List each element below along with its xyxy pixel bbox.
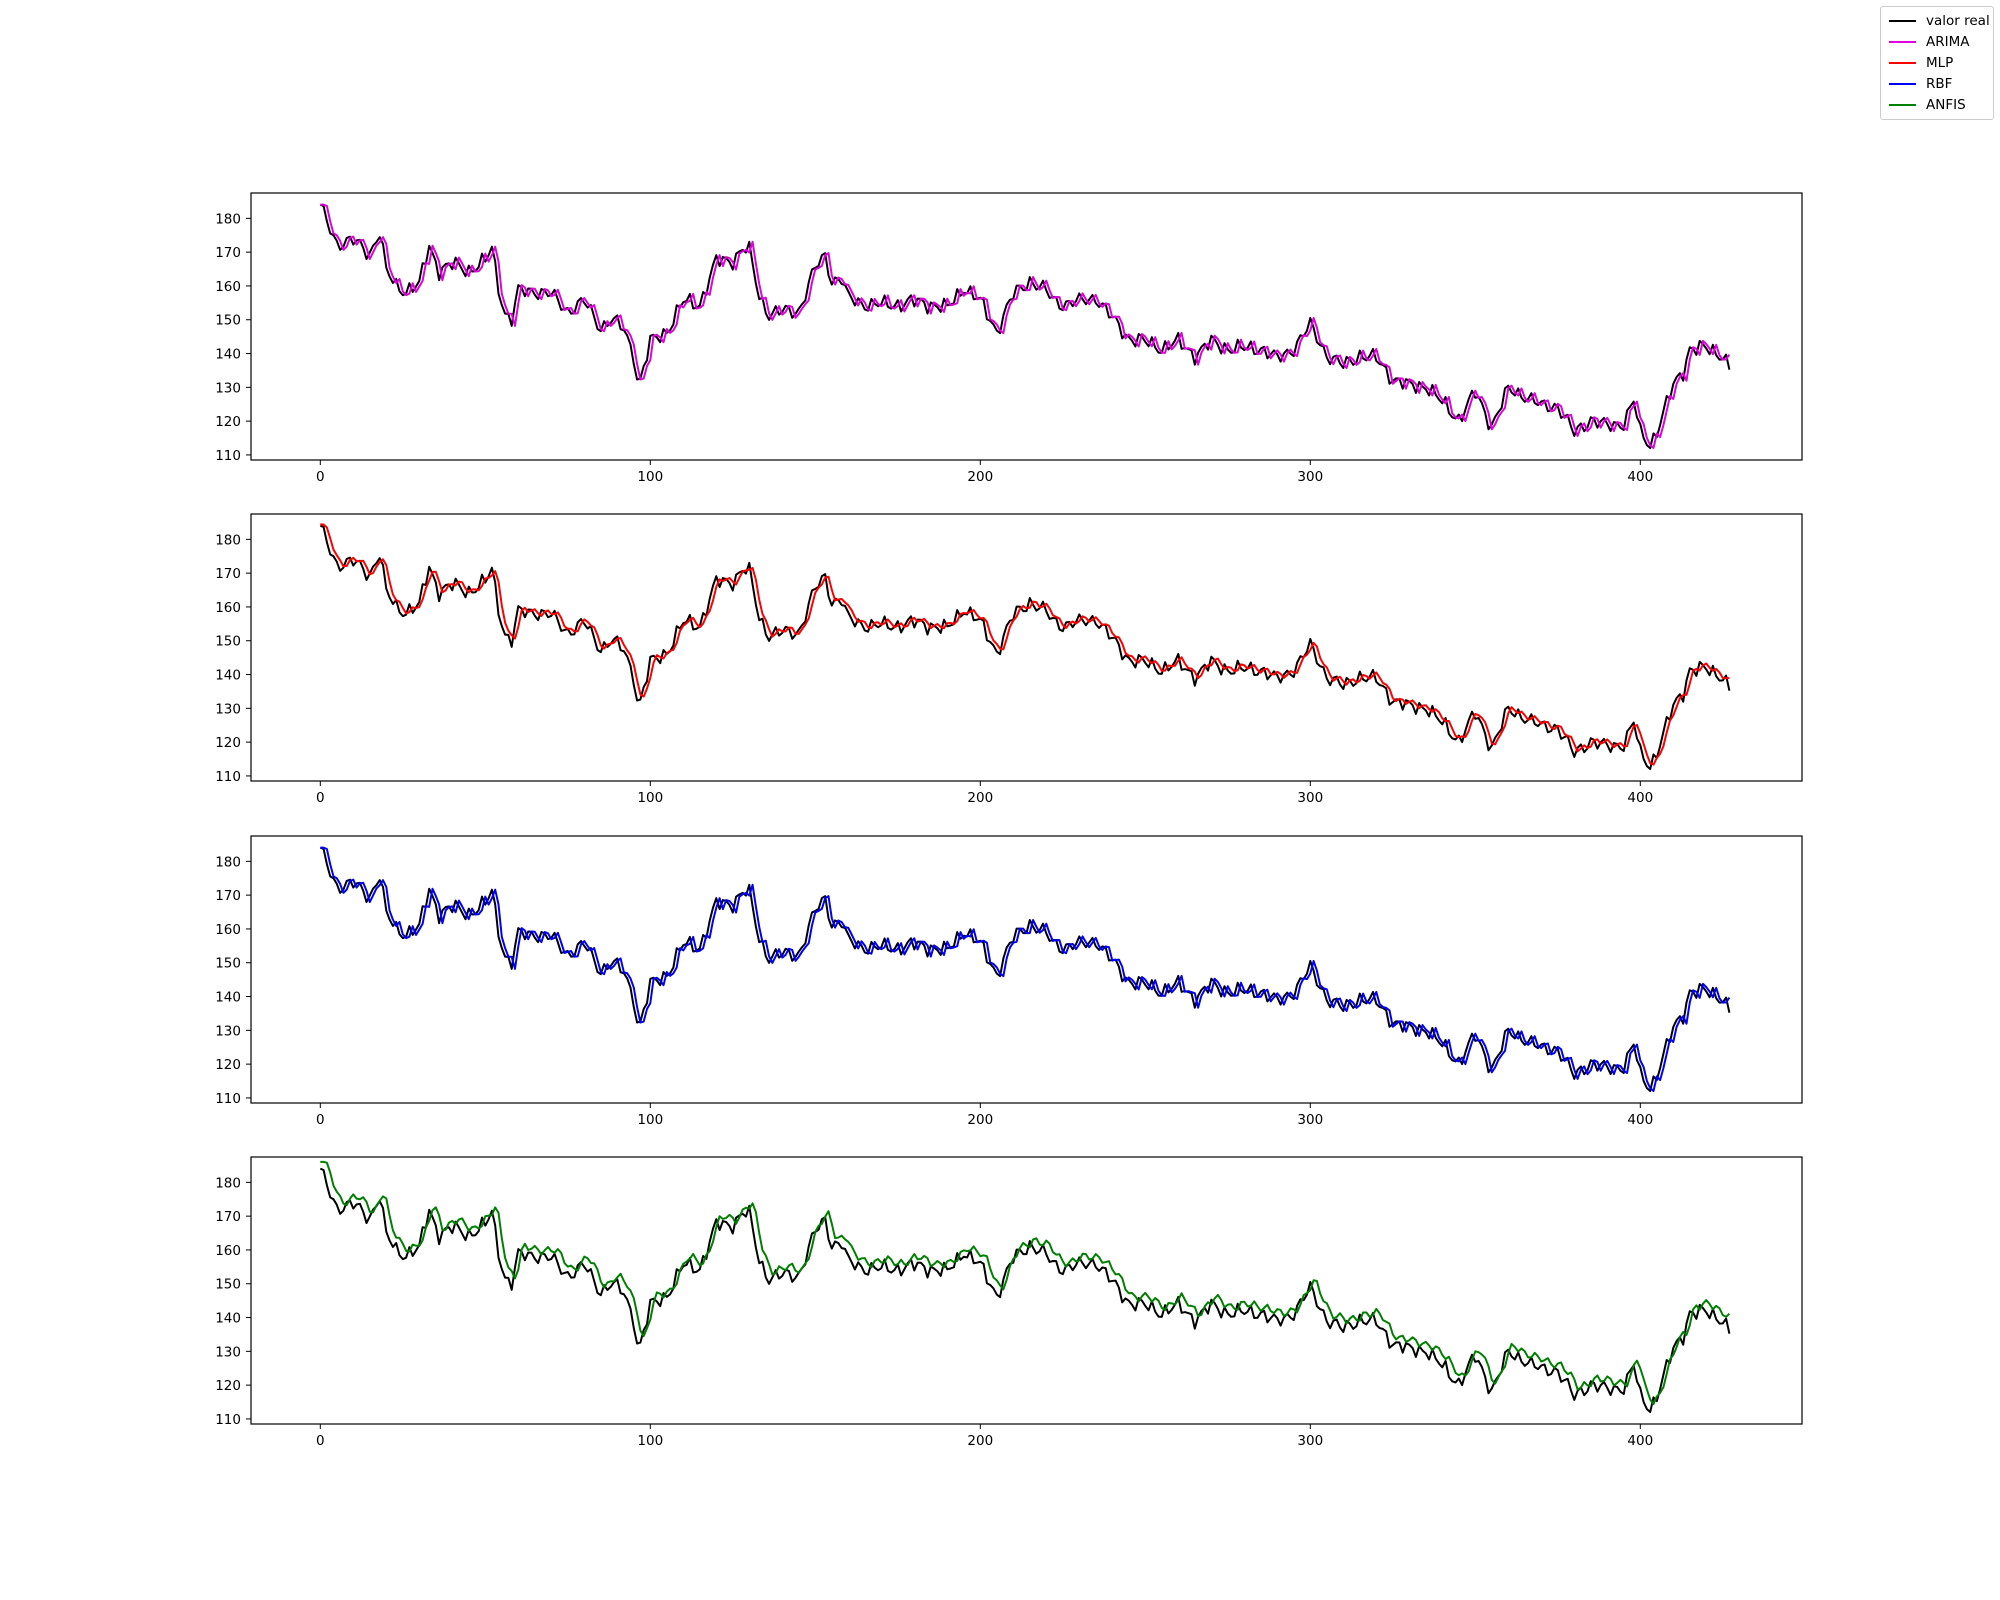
subplot-1: 0 100 200 300 400 110 120 130 140 150 160 170 180 — [215, 192, 1803, 485]
x-tick-label: 0 — [316, 1112, 325, 1128]
y-tick-label: 180 — [215, 211, 241, 227]
series-line-arima — [320, 203, 1731, 450]
axes-frame — [250, 1156, 1803, 1425]
legend-label: ANFIS — [1926, 96, 1966, 113]
legend-entry-valor-real: valor real — [1881, 10, 1993, 31]
y-tick-label: 140 — [215, 990, 241, 1006]
y-tick-label: 140 — [215, 668, 241, 684]
x-tick-label: 400 — [1627, 1112, 1653, 1128]
y-tick-label: 180 — [215, 1175, 241, 1191]
subplot-4: 0 100 200 300 400 110 120 130 140 150 160 170 180 — [215, 1156, 1803, 1449]
series-line-valor-real — [319, 846, 1731, 1093]
y-tick-label: 180 — [215, 532, 241, 548]
y-tick-label: 110 — [215, 1412, 241, 1428]
x-tick-label: 0 — [316, 1433, 325, 1449]
y-tick-label: 120 — [215, 735, 241, 751]
y-tick-label: 180 — [215, 854, 241, 870]
x-tick-label: 400 — [1627, 469, 1653, 485]
y-tick-label: 150 — [215, 956, 241, 972]
y-tick-label: 120 — [215, 1378, 241, 1394]
x-tick-label: 300 — [1297, 790, 1323, 806]
x-tick-label: 300 — [1297, 1433, 1323, 1449]
y-tick-label: 120 — [215, 1057, 241, 1073]
series-line-mlp — [320, 523, 1730, 766]
y-tick-label: 170 — [215, 888, 241, 904]
x-tick-label: 200 — [967, 1433, 993, 1449]
legend-label: RBF — [1926, 75, 1953, 92]
legend-entry-rbf: RBF — [1881, 73, 1993, 94]
legend-label: ARIMA — [1926, 33, 1970, 50]
series-line-valor-real — [319, 203, 1731, 450]
x-tick-label: 100 — [637, 790, 663, 806]
x-tick-label: 100 — [637, 469, 663, 485]
legend-entry-anfis: ANFIS — [1881, 94, 1993, 115]
legend-label: valor real — [1926, 12, 1990, 29]
legend-swatch — [1889, 103, 1916, 106]
legend-entry-mlp: MLP — [1881, 52, 1993, 73]
axes-frame — [250, 835, 1803, 1104]
x-tick-label: 0 — [316, 469, 325, 485]
y-tick-label: 140 — [215, 347, 241, 363]
legend-entry-arima: ARIMA — [1881, 31, 1993, 52]
y-tick-label: 160 — [215, 922, 241, 938]
y-tick-label: 110 — [215, 769, 241, 785]
y-tick-label: 130 — [215, 1344, 241, 1360]
x-tick-label: 100 — [637, 1433, 663, 1449]
x-tick-label: 400 — [1627, 1433, 1653, 1449]
legend-swatch — [1889, 40, 1916, 43]
series-line-anfis — [320, 1160, 1731, 1406]
axes-frame — [250, 192, 1803, 461]
x-tick-label: 400 — [1627, 790, 1653, 806]
series-line-valor-real — [319, 524, 1731, 771]
legend-swatch — [1889, 19, 1916, 22]
legend: valor real ARIMA MLP RBF ANFIS — [1880, 6, 1994, 120]
series-line-rbf — [320, 846, 1731, 1093]
x-tick-label: 300 — [1297, 469, 1323, 485]
x-tick-label: 300 — [1297, 1112, 1323, 1128]
y-tick-label: 170 — [215, 245, 241, 261]
legend-swatch — [1889, 82, 1916, 85]
y-tick-label: 160 — [215, 1243, 241, 1259]
x-tick-label: 200 — [967, 1112, 993, 1128]
y-tick-label: 110 — [215, 448, 241, 464]
y-tick-label: 160 — [215, 279, 241, 295]
x-tick-label: 200 — [967, 790, 993, 806]
y-tick-label: 170 — [215, 566, 241, 582]
y-tick-label: 120 — [215, 414, 241, 430]
y-tick-label: 170 — [215, 1209, 241, 1225]
series-line-valor-real — [319, 1167, 1731, 1414]
y-tick-label: 140 — [215, 1311, 241, 1327]
subplot-2: 0 100 200 300 400 110 120 130 140 150 160 170 180 — [215, 513, 1803, 806]
legend-swatch — [1889, 61, 1916, 64]
subplot-3: 0 100 200 300 400 110 120 130 140 150 160 170 180 — [215, 835, 1803, 1128]
y-tick-label: 130 — [215, 380, 241, 396]
x-tick-label: 0 — [316, 790, 325, 806]
y-tick-label: 160 — [215, 600, 241, 616]
legend-label: MLP — [1926, 54, 1954, 71]
x-tick-label: 100 — [637, 1112, 663, 1128]
y-tick-label: 150 — [215, 313, 241, 329]
y-tick-label: 130 — [215, 701, 241, 717]
x-tick-label: 200 — [967, 469, 993, 485]
axes-frame — [250, 513, 1803, 782]
y-tick-label: 150 — [215, 1277, 241, 1293]
y-tick-label: 110 — [215, 1091, 241, 1107]
y-tick-label: 130 — [215, 1023, 241, 1039]
y-tick-label: 150 — [215, 634, 241, 650]
